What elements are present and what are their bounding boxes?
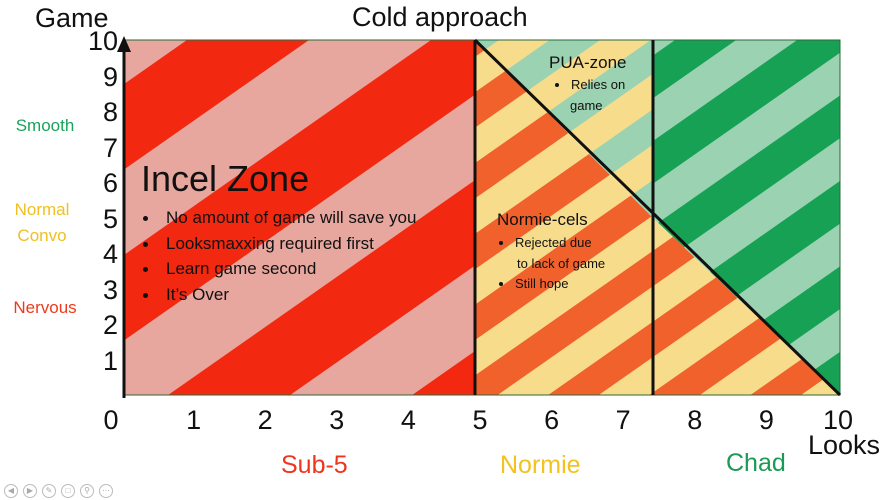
y-tick-label: 3 xyxy=(102,274,118,305)
x-tick-label: 7 xyxy=(615,405,631,435)
diagram-title: Cold approach xyxy=(352,2,528,32)
slide-toolbar: ◀ ▶ ✎ □ ⚲ ⋯ xyxy=(4,484,113,498)
normie-cels-bullets-2: Still hope xyxy=(497,277,568,295)
x-tick-label: 10 xyxy=(822,405,854,435)
region-label-sub5: Sub-5 xyxy=(281,451,348,479)
incel-zone-bullets: No amount of game will save you Looksmax… xyxy=(140,209,416,311)
region-label-normie: Normie xyxy=(500,451,581,479)
zoom-icon[interactable]: ⚲ xyxy=(80,484,94,498)
normie-cels-bullets: Rejected due xyxy=(497,236,592,251)
y-tick-label: 7 xyxy=(102,132,118,163)
normie-cels-bullet: Rejected due xyxy=(497,236,592,249)
y-tick-label: 4 xyxy=(102,239,118,269)
more-icon[interactable]: ⋯ xyxy=(99,484,113,498)
x-tick-label: 5 xyxy=(472,405,488,435)
pua-zone-bullets: Relies on xyxy=(553,78,625,96)
x-tick-label: 6 xyxy=(544,405,560,435)
pua-bullet: Relies on xyxy=(553,78,625,91)
incel-zone-title: Incel Zone xyxy=(141,158,310,199)
x-tick-label: 4 xyxy=(400,405,416,435)
pua-zone-title: PUA-zone xyxy=(549,53,627,72)
normie-cels-bullet: Still hope xyxy=(497,277,568,290)
copy-icon[interactable]: □ xyxy=(61,484,75,498)
x-tick-label: 8 xyxy=(687,405,703,435)
normie-cels-title: Normie-cels xyxy=(497,210,588,229)
pen-icon[interactable]: ✎ xyxy=(42,484,56,498)
arrow-right-icon[interactable]: ▶ xyxy=(23,484,37,498)
x-axis-label: Looks xyxy=(808,430,881,460)
region-label-chad: Chad xyxy=(726,449,786,477)
y-tick-label: 5 xyxy=(102,203,118,234)
y-tick-label: 9 xyxy=(102,61,118,92)
y-axis-label: Game xyxy=(35,3,109,33)
y-axis-arrow xyxy=(117,36,131,52)
x-tick-label: 9 xyxy=(758,405,774,435)
chad-upper-region xyxy=(653,40,840,395)
x-tick-label: 0 xyxy=(103,405,119,435)
x-tick-label: 3 xyxy=(329,405,345,435)
y-tick-label: 2 xyxy=(102,310,118,340)
incel-bullet: It’s Over xyxy=(140,286,416,303)
x-tick-label: 2 xyxy=(257,405,273,435)
pua-bullet-continued: game xyxy=(570,98,603,113)
normie-cels-bullet-continued: to lack of game xyxy=(517,256,606,271)
diagonal-divider xyxy=(473,38,842,397)
incel-bullet: Learn game second xyxy=(140,260,416,277)
level-normal-convo: Normal Convo xyxy=(14,200,70,245)
y-tick-label: 6 xyxy=(102,168,118,198)
arrow-left-icon[interactable]: ◀ xyxy=(4,484,18,498)
incel-bullet: No amount of game will save you xyxy=(140,209,416,226)
incel-zone-region xyxy=(124,40,475,395)
incel-bullet: Looksmaxxing required first xyxy=(140,235,416,252)
y-tick-label: 8 xyxy=(102,97,118,127)
x-tick-label: 1 xyxy=(186,405,202,435)
normie-cels-region xyxy=(475,40,653,395)
level-smooth: Smooth xyxy=(15,116,75,135)
y-tick-label: 1 xyxy=(102,345,118,376)
y-tick-label: 10 xyxy=(87,26,118,56)
level-nervous: Nervous xyxy=(13,298,77,317)
